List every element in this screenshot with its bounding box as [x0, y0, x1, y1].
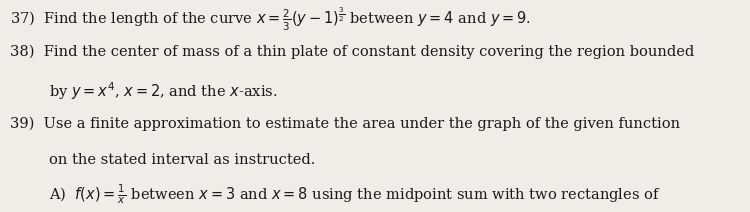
Text: on the stated interval as instructed.: on the stated interval as instructed. [49, 153, 315, 167]
Text: 37)  Find the length of the curve $x = \frac{2}{3}(y-1)^{\frac{3}{2}}$ between $: 37) Find the length of the curve $x = \f… [10, 6, 531, 33]
Text: 39)  Use a finite approximation to estimate the area under the graph of the give: 39) Use a finite approximation to estima… [10, 117, 680, 131]
Text: A)  $f(x) = \frac{1}{x}$ between $x = 3$ and $x = 8$ using the midpoint sum with: A) $f(x) = \frac{1}{x}$ between $x = 3$ … [49, 182, 660, 206]
Text: by $y = x^4$, $x = 2$, and the $x$-axis.: by $y = x^4$, $x = 2$, and the $x$-axis. [49, 81, 278, 102]
Text: 38)  Find the center of mass of a thin plate of constant density covering the re: 38) Find the center of mass of a thin pl… [10, 45, 694, 59]
